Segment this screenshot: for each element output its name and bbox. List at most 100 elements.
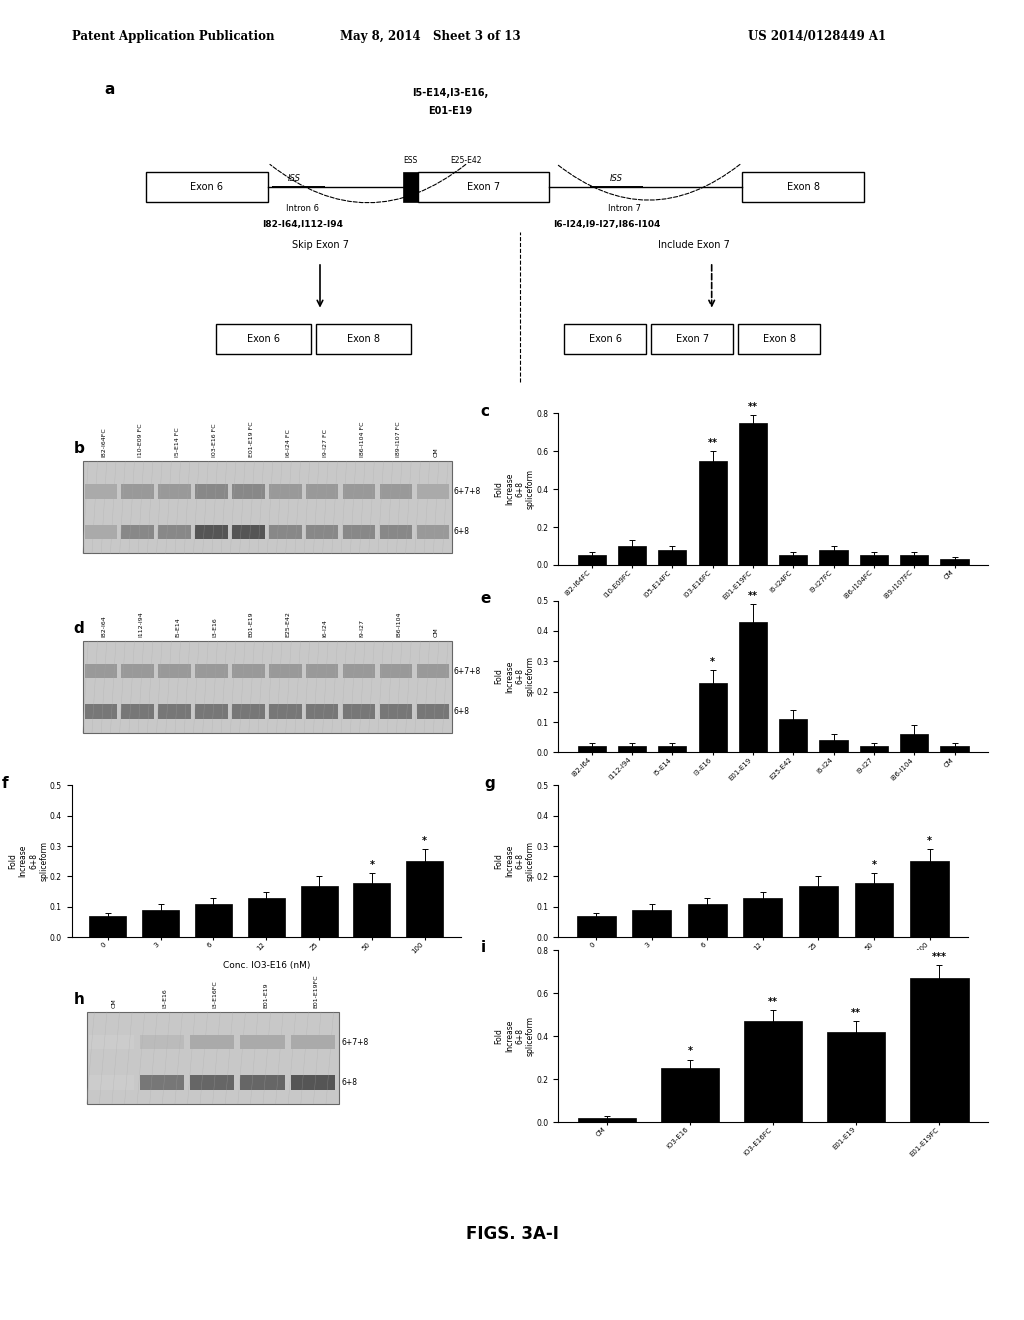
Text: I89-I107 FC: I89-I107 FC [396, 421, 401, 457]
Text: Exon 7: Exon 7 [467, 182, 500, 191]
Text: FIGS. 3A-I: FIGS. 3A-I [466, 1225, 558, 1243]
Bar [799, 886, 838, 937]
FancyBboxPatch shape [122, 525, 154, 539]
Text: I9-I27 FC: I9-I27 FC [323, 429, 328, 457]
Bar [248, 898, 285, 937]
Text: 6+7+8: 6+7+8 [341, 1038, 369, 1047]
Text: E01-E19: E01-E19 [428, 106, 473, 116]
FancyBboxPatch shape [417, 664, 450, 678]
Bar [900, 556, 929, 565]
FancyBboxPatch shape [89, 1076, 133, 1089]
Text: 6+7+8: 6+7+8 [454, 667, 481, 676]
FancyBboxPatch shape [343, 484, 376, 499]
FancyBboxPatch shape [402, 172, 419, 202]
Text: f: f [2, 776, 8, 791]
Text: 6+8: 6+8 [454, 708, 470, 715]
FancyBboxPatch shape [269, 705, 302, 718]
Bar [660, 1068, 719, 1122]
Bar [688, 904, 727, 937]
FancyBboxPatch shape [380, 484, 413, 499]
FancyBboxPatch shape [196, 525, 227, 539]
Bar [779, 556, 807, 565]
Bar [617, 746, 646, 752]
FancyBboxPatch shape [241, 1076, 285, 1089]
Text: ISS: ISS [288, 174, 300, 183]
FancyBboxPatch shape [291, 1076, 335, 1089]
Y-axis label: Fold
Increase
6+8
spliceform: Fold Increase 6+8 spliceform [495, 656, 535, 697]
Text: I5-E14: I5-E14 [175, 616, 180, 636]
Text: 6+8: 6+8 [454, 528, 470, 536]
Text: Include Exon 7: Include Exon 7 [658, 240, 730, 251]
FancyBboxPatch shape [83, 642, 452, 733]
Bar [577, 916, 615, 937]
Text: E25-E42: E25-E42 [451, 156, 482, 165]
Bar [578, 556, 606, 565]
FancyBboxPatch shape [190, 1035, 234, 1049]
FancyBboxPatch shape [85, 664, 117, 678]
Text: 6+8: 6+8 [341, 1078, 357, 1086]
FancyBboxPatch shape [269, 525, 302, 539]
Text: i: i [480, 940, 485, 956]
FancyBboxPatch shape [85, 484, 117, 499]
FancyBboxPatch shape [269, 664, 302, 678]
FancyBboxPatch shape [232, 705, 264, 718]
Y-axis label: Fold
Increase
6+8
spliceform: Fold Increase 6+8 spliceform [8, 841, 48, 882]
Text: *: * [370, 861, 375, 870]
FancyBboxPatch shape [85, 525, 117, 539]
Bar [855, 883, 894, 937]
Text: Exon 6: Exon 6 [247, 334, 280, 345]
X-axis label: Conc. IO3-E16 (nM): Conc. IO3-E16 (nM) [222, 961, 310, 970]
FancyBboxPatch shape [419, 172, 549, 202]
Text: I9-I27: I9-I27 [359, 619, 365, 636]
FancyBboxPatch shape [315, 325, 412, 355]
Bar [578, 746, 606, 752]
Text: E01-E19 FC: E01-E19 FC [249, 421, 254, 457]
FancyBboxPatch shape [85, 705, 117, 718]
Text: Intron 6: Intron 6 [286, 205, 319, 214]
Bar [900, 734, 929, 752]
Bar [617, 546, 646, 565]
FancyBboxPatch shape [737, 325, 820, 355]
FancyBboxPatch shape [232, 664, 264, 678]
Text: I03-E16 FC: I03-E16 FC [212, 424, 217, 457]
Text: CM: CM [112, 998, 117, 1007]
Text: **: ** [708, 438, 718, 447]
Text: I86-I104 FC: I86-I104 FC [359, 421, 365, 457]
Bar [910, 862, 949, 937]
Text: I86-I104: I86-I104 [396, 611, 401, 636]
FancyBboxPatch shape [291, 1035, 335, 1049]
FancyBboxPatch shape [122, 664, 154, 678]
FancyBboxPatch shape [306, 484, 339, 499]
X-axis label: Conc. E01-E19 (nM): Conc. E01-E19 (nM) [718, 961, 808, 970]
Bar [698, 682, 727, 752]
Text: Skip Exon 7: Skip Exon 7 [292, 240, 348, 251]
Bar [658, 746, 686, 752]
Bar [743, 898, 782, 937]
Text: I82-I64,I112-I94: I82-I64,I112-I94 [262, 220, 343, 230]
FancyBboxPatch shape [417, 705, 450, 718]
Text: May 8, 2014   Sheet 3 of 13: May 8, 2014 Sheet 3 of 13 [340, 30, 520, 44]
Bar [407, 862, 443, 937]
FancyBboxPatch shape [380, 705, 413, 718]
Text: I6-I24 FC: I6-I24 FC [286, 429, 291, 457]
Bar [860, 556, 888, 565]
Text: US 2014/0128449 A1: US 2014/0128449 A1 [748, 30, 886, 44]
Text: Intron 7: Intron 7 [608, 205, 641, 214]
FancyBboxPatch shape [146, 172, 268, 202]
Text: b: b [74, 441, 84, 457]
FancyBboxPatch shape [306, 705, 339, 718]
Bar [89, 916, 126, 937]
Text: *: * [711, 657, 715, 668]
Bar [195, 904, 231, 937]
Text: Patent Application Publication: Patent Application Publication [72, 30, 274, 44]
Text: I3-E16FC: I3-E16FC [213, 979, 218, 1007]
Text: a: a [104, 82, 115, 96]
Text: I5-E14,I3-E16,: I5-E14,I3-E16, [413, 87, 488, 98]
Text: E25-E42: E25-E42 [286, 611, 291, 636]
FancyBboxPatch shape [306, 525, 339, 539]
Bar [860, 746, 888, 752]
FancyBboxPatch shape [269, 484, 302, 499]
Text: I10-E09 FC: I10-E09 FC [138, 424, 143, 457]
Text: Exon 8: Exon 8 [347, 334, 380, 345]
Bar [698, 461, 727, 565]
